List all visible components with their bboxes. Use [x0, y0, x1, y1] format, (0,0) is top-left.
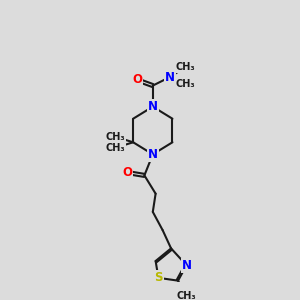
Text: N: N [148, 100, 158, 113]
Text: O: O [122, 166, 133, 179]
Text: CH₃: CH₃ [105, 143, 125, 153]
Text: CH₃: CH₃ [175, 62, 195, 72]
Text: N: N [148, 148, 158, 161]
Text: O: O [132, 74, 142, 86]
Text: CH₃: CH₃ [175, 79, 195, 89]
Text: CH₃: CH₃ [105, 132, 125, 142]
Text: N: N [182, 259, 191, 272]
Text: CH₃: CH₃ [177, 291, 196, 300]
Text: S: S [154, 272, 163, 284]
Text: N: N [165, 71, 175, 84]
